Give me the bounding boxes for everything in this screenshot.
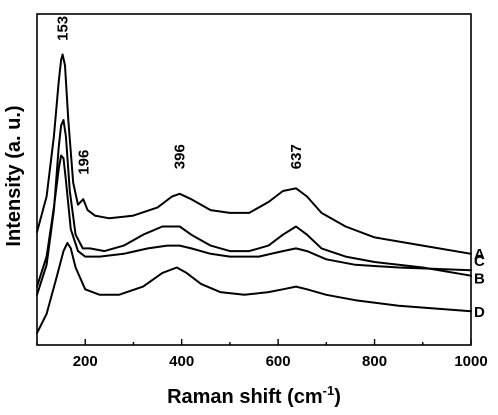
series-labels: ABC D [474, 246, 485, 321]
x-axis-ticks [36, 339, 472, 345]
series-line-d [36, 241, 472, 334]
series-label-a: A [474, 246, 485, 263]
x-axis-tick-labels: 200 400 600 800 1000 [73, 353, 488, 370]
series-label-c: C [474, 253, 485, 270]
x-tick-label-600: 600 [266, 353, 291, 370]
x-tick-label-800: 800 [362, 353, 387, 370]
x-tick-label-200: 200 [73, 353, 98, 370]
series-line-c [36, 154, 472, 288]
series-label-d: D [474, 304, 485, 321]
series-line-b [36, 119, 472, 296]
peak-label-153: 153 [55, 16, 72, 41]
x-tick-label-400: 400 [169, 353, 194, 370]
y-axis-title: Intensity (a. u.) [3, 105, 25, 246]
series-line-a [36, 53, 472, 255]
peak-label-637: 637 [288, 144, 305, 169]
x-axis-title: Raman shift (cm-1) [167, 383, 341, 408]
series-curves [36, 53, 472, 334]
peak-label-396: 396 [172, 144, 189, 169]
plot-frame [36, 13, 472, 346]
series-label-b: B [474, 271, 485, 288]
peak-label-196: 196 [75, 150, 92, 175]
peak-annotations: 153 196 396 637 [55, 16, 305, 175]
x-tick-label-1000: 1000 [454, 353, 487, 370]
